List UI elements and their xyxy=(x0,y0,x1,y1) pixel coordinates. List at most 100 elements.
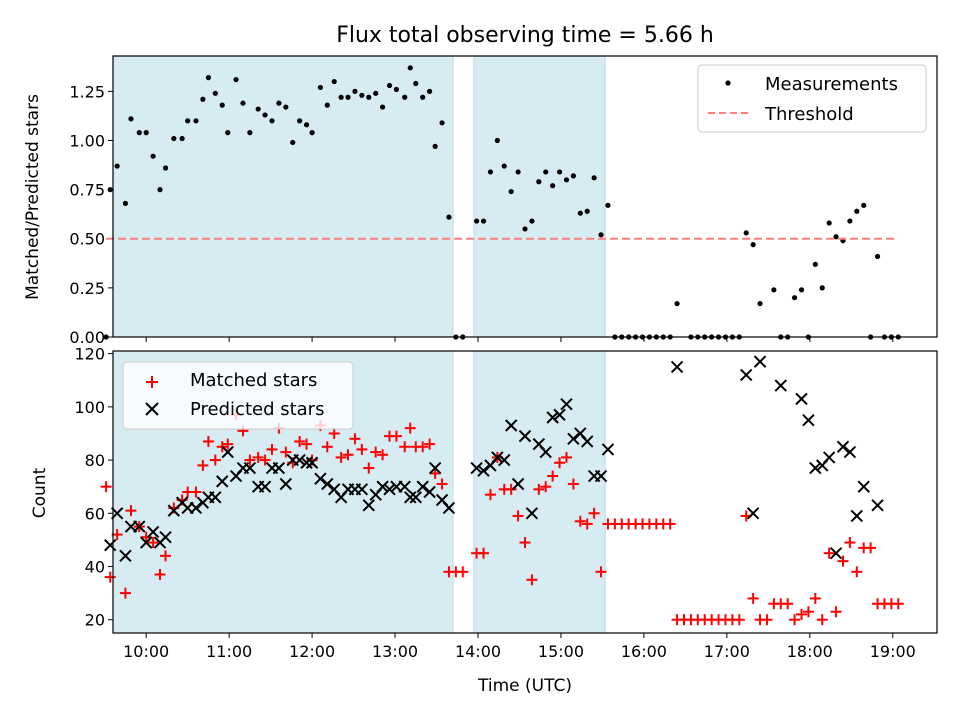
data-point xyxy=(321,477,334,491)
data-point xyxy=(822,451,836,464)
data-point xyxy=(747,592,759,604)
data-point xyxy=(428,461,442,475)
data-point xyxy=(303,122,310,128)
data-point xyxy=(301,438,313,450)
data-point xyxy=(802,413,815,427)
top-shaded-regions xyxy=(112,55,606,338)
data-point xyxy=(847,218,853,224)
top-y-axis-label: Matched/Predicted stars xyxy=(23,94,43,300)
data-point xyxy=(563,177,570,183)
data-point xyxy=(518,429,532,443)
data-point xyxy=(342,449,354,461)
series-matched-stars xyxy=(100,409,904,626)
data-point xyxy=(570,173,576,179)
data-point xyxy=(160,550,172,562)
data-point xyxy=(314,472,327,485)
data-point xyxy=(328,427,340,439)
data-point xyxy=(533,483,545,495)
data-point xyxy=(399,441,411,453)
data-point xyxy=(119,587,131,599)
data-point xyxy=(114,163,120,169)
bottom-x-ticks: 10:00 11:00 12:00 13:00 14:00 15:00 16:00 17:00… xyxy=(123,633,916,661)
data-point xyxy=(402,94,408,100)
data-point xyxy=(276,100,282,106)
y-tick-label: 1.25 xyxy=(69,82,105,101)
data-point xyxy=(854,208,860,214)
data-point xyxy=(197,459,209,471)
data-point xyxy=(743,230,749,236)
data-point xyxy=(409,491,422,504)
data-point xyxy=(159,531,172,544)
data-point xyxy=(833,234,839,240)
data-point xyxy=(404,422,416,434)
y-tick-label: 1.00 xyxy=(69,131,105,150)
data-point xyxy=(861,202,867,208)
x-tick-label: 13:00 xyxy=(372,642,418,661)
data-point xyxy=(491,451,504,464)
data-point xyxy=(349,433,361,445)
data-point xyxy=(816,614,828,626)
data-point xyxy=(209,454,221,466)
y-tick-label: 0.50 xyxy=(69,230,105,249)
data-point xyxy=(136,130,142,136)
data-point xyxy=(487,169,494,175)
data-point xyxy=(179,135,185,142)
data-point xyxy=(352,88,358,94)
data-point xyxy=(546,411,559,424)
data-point xyxy=(407,65,413,71)
data-point xyxy=(753,355,767,368)
y-tick-label: 60 xyxy=(85,504,105,523)
data-point xyxy=(280,446,292,458)
data-point xyxy=(225,130,231,136)
data-point xyxy=(309,130,315,136)
data-point xyxy=(317,84,323,91)
x-axis-label: Time (UTC) xyxy=(477,676,572,696)
data-point xyxy=(796,608,808,620)
data-point xyxy=(843,445,857,459)
data-point xyxy=(567,432,580,445)
data-point xyxy=(209,491,222,504)
data-point xyxy=(577,210,583,216)
data-point xyxy=(171,135,177,142)
data-point xyxy=(560,398,573,411)
data-point xyxy=(439,120,445,126)
data-point xyxy=(233,76,239,83)
bottom-panel: 20 40 60 80 100 120 10:00 11:00 12:00 13:00 14:00… xyxy=(30,345,938,696)
x-tick-label: 10:00 xyxy=(123,642,169,661)
data-point xyxy=(526,574,538,586)
data-point xyxy=(321,441,333,453)
data-point xyxy=(789,614,801,626)
data-point xyxy=(529,218,535,224)
data-point xyxy=(508,188,514,195)
data-point xyxy=(356,443,368,455)
data-point xyxy=(442,501,456,515)
data-point xyxy=(219,102,225,108)
y-tick-label: 20 xyxy=(85,611,105,630)
data-point xyxy=(844,537,856,549)
data-point xyxy=(757,300,763,307)
data-point xyxy=(398,480,411,493)
data-point xyxy=(771,287,777,293)
data-point xyxy=(750,242,756,248)
data-point xyxy=(670,360,684,374)
data-point xyxy=(338,94,344,100)
data-point xyxy=(221,445,234,459)
data-point xyxy=(240,100,246,106)
x-tick-label: 15:00 xyxy=(538,642,584,661)
data-point xyxy=(501,163,507,169)
data-point xyxy=(185,118,191,124)
data-point xyxy=(674,300,680,307)
data-point xyxy=(601,443,615,456)
top-legend: Measurements Threshold xyxy=(697,64,927,133)
data-point xyxy=(128,116,134,122)
data-point xyxy=(345,94,351,100)
data-point xyxy=(427,88,433,94)
data-point xyxy=(362,499,375,512)
data-point xyxy=(143,130,149,136)
data-point xyxy=(119,549,132,563)
data-point xyxy=(359,92,365,98)
legend-label-predicted: Predicted stars xyxy=(190,399,324,420)
data-point xyxy=(125,505,137,517)
x-tick-label: 11:00 xyxy=(206,642,252,661)
data-point xyxy=(525,507,539,520)
